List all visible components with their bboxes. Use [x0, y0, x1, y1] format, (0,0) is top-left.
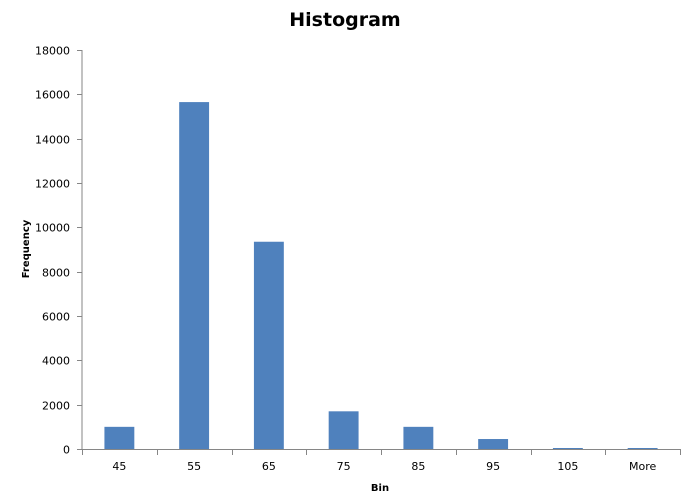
y-tick-label: 18000 [35, 45, 70, 58]
x-tick-label: 105 [557, 460, 578, 473]
bar [552, 448, 583, 449]
x-axis-title: Bin [371, 483, 389, 494]
x-tick-label: 65 [262, 460, 276, 473]
y-tick-label: 4000 [42, 355, 70, 368]
y-tick-label: 8000 [42, 267, 70, 280]
y-tick-label: 10000 [35, 222, 70, 235]
y-tick-label: 16000 [35, 89, 70, 102]
bar [627, 448, 658, 449]
x-axis: 45 55 65 75 85 95 105 More [82, 449, 681, 473]
x-tick-label: 45 [112, 460, 126, 473]
bars-layer [104, 102, 658, 449]
x-tick-label: 75 [337, 460, 351, 473]
y-tick-label: 0 [63, 444, 70, 457]
x-tick-label: 55 [187, 460, 201, 473]
bar [253, 241, 284, 449]
x-tick-label: More [629, 460, 657, 473]
x-tick-label: 95 [486, 460, 500, 473]
bar [478, 439, 509, 449]
bar [179, 102, 210, 449]
bar [328, 411, 359, 449]
bar [403, 426, 434, 449]
y-axis: 0 2000 4000 6000 8000 10000 12000 14000 16000 180… [35, 45, 83, 457]
y-tick-label: 2000 [42, 400, 70, 413]
y-tick-label: 12000 [35, 178, 70, 191]
y-tick-label: 6000 [42, 311, 70, 324]
y-tick-label: 14000 [35, 134, 70, 147]
bar [104, 426, 135, 449]
x-tick-label: 85 [411, 460, 425, 473]
y-axis-title: Frequency [21, 219, 32, 278]
chart-title: Histogram [289, 9, 400, 31]
